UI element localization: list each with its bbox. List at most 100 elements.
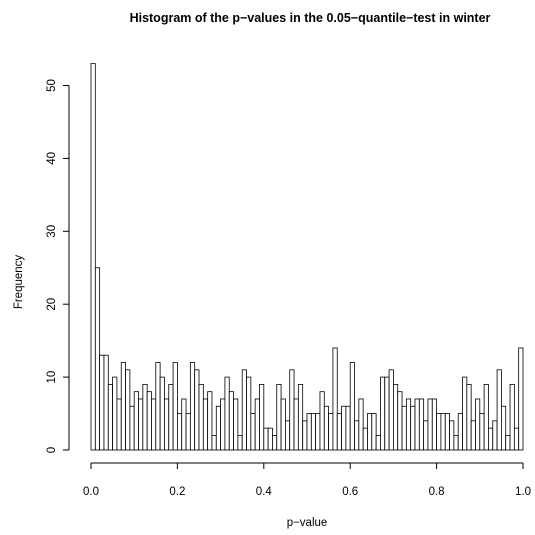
- histogram-bar: [302, 420, 308, 451]
- histogram-bar: [228, 391, 234, 451]
- x-tick-label: 0.8: [429, 486, 445, 498]
- histogram-bar: [94, 267, 101, 451]
- histogram-bar: [518, 347, 524, 451]
- histogram-bar: [414, 398, 420, 451]
- histogram-bar: [176, 413, 183, 451]
- x-tick-label: 0.6: [342, 486, 358, 498]
- histogram-bar: [423, 420, 429, 451]
- histogram-bar: [397, 391, 403, 451]
- histogram-bar: [401, 405, 407, 451]
- histogram-bar: [151, 398, 157, 451]
- histogram-bar: [284, 420, 291, 451]
- histogram-bar: [475, 398, 481, 451]
- histogram-bar: [194, 369, 200, 451]
- x-axis-label: p−value: [287, 517, 328, 529]
- histogram-bar: [436, 413, 442, 451]
- histogram-bar: [354, 420, 360, 451]
- histogram-bar: [168, 383, 174, 451]
- histogram-bar: [500, 405, 507, 451]
- histogram-bar: [449, 420, 455, 451]
- histogram-bar: [263, 427, 269, 451]
- histogram-bar: [202, 398, 209, 451]
- histogram-bar: [388, 369, 394, 451]
- histogram-bar: [129, 405, 135, 451]
- histogram-bar: [276, 383, 282, 451]
- histogram-bar: [367, 413, 373, 451]
- histogram-bar: [107, 383, 113, 451]
- histogram-bar: [90, 63, 96, 451]
- histogram-bar: [371, 413, 377, 451]
- histogram-bar: [267, 427, 273, 451]
- y-tick-label: 20: [46, 298, 58, 311]
- histogram-bar: [336, 413, 342, 451]
- histogram-bar: [310, 413, 317, 451]
- histogram-bar: [427, 398, 433, 451]
- histogram-bar: [319, 391, 325, 451]
- x-tick-label: 0.2: [169, 486, 185, 498]
- histogram-bar: [211, 435, 217, 451]
- histogram-bar: [505, 435, 511, 451]
- histogram-bar: [99, 354, 105, 451]
- histogram-bar: [457, 413, 463, 451]
- histogram-bar: [237, 435, 243, 451]
- histogram-bar: [250, 413, 256, 451]
- histogram-bar: [146, 391, 152, 451]
- histogram-bar: [431, 398, 437, 451]
- x-tick-label: 1.0: [515, 486, 531, 498]
- x-tick-label: 0.0: [83, 486, 99, 498]
- histogram-bar: [462, 376, 468, 451]
- histogram-bar: [470, 420, 476, 451]
- histogram-bar: [349, 362, 355, 451]
- histogram-bar: [224, 376, 230, 451]
- histogram-bar: [103, 354, 109, 451]
- histogram-bar: [492, 420, 498, 451]
- histogram-bar: [172, 362, 178, 451]
- histogram-bar: [410, 405, 416, 451]
- y-axis: 0 10 20 30 40 50: [46, 79, 70, 453]
- histogram-bar: [509, 383, 515, 451]
- histogram-bar: [332, 347, 338, 451]
- y-tick-label: 30: [46, 225, 58, 238]
- histogram-bar: [341, 405, 347, 451]
- histogram-bar: [453, 435, 459, 451]
- histogram-bar: [306, 413, 312, 451]
- histogram-bar: [125, 369, 131, 451]
- histogram-bar: [185, 413, 191, 451]
- chart-title: Histogram of the p−values in the 0.05−qu…: [130, 11, 491, 25]
- histogram-bar: [405, 398, 412, 451]
- histogram-bar: [392, 383, 399, 451]
- y-tick-label: 50: [46, 79, 58, 92]
- histogram-bar: [220, 398, 226, 451]
- histogram-bar: [513, 427, 520, 451]
- histogram-bar: [259, 383, 265, 451]
- histogram-bar: [440, 413, 446, 451]
- histogram-bar: [466, 383, 472, 451]
- histogram-bar: [246, 376, 252, 451]
- histogram-bar: [328, 413, 334, 451]
- histogram-bar: [133, 391, 139, 451]
- histogram-bar: [233, 398, 239, 451]
- histogram-bar: [483, 383, 489, 451]
- histogram-bar: [241, 369, 247, 451]
- histogram-bar: [345, 405, 351, 451]
- histogram-bar: [207, 391, 213, 451]
- histogram-bar: [280, 398, 286, 451]
- y-tick-label: 40: [46, 152, 58, 165]
- x-tick-label: 0.4: [256, 486, 273, 498]
- x-axis: 0.0 0.2 0.4 0.6 0.8 1.0: [83, 462, 531, 498]
- histogram-bars: [90, 63, 524, 451]
- y-tick-label: 0: [46, 447, 58, 453]
- histogram-bar: [380, 376, 386, 451]
- histogram-bar: [155, 362, 161, 451]
- histogram-bar: [375, 435, 381, 451]
- histogram-bar: [315, 413, 321, 451]
- histogram-bar: [215, 405, 221, 451]
- histogram-bar: [112, 376, 118, 451]
- histogram-bar: [254, 398, 260, 451]
- histogram-bar: [189, 362, 196, 451]
- histogram-bar: [293, 398, 299, 451]
- histogram-bar: [488, 427, 494, 451]
- histogram-bar: [384, 376, 390, 451]
- histogram-bar: [479, 413, 485, 451]
